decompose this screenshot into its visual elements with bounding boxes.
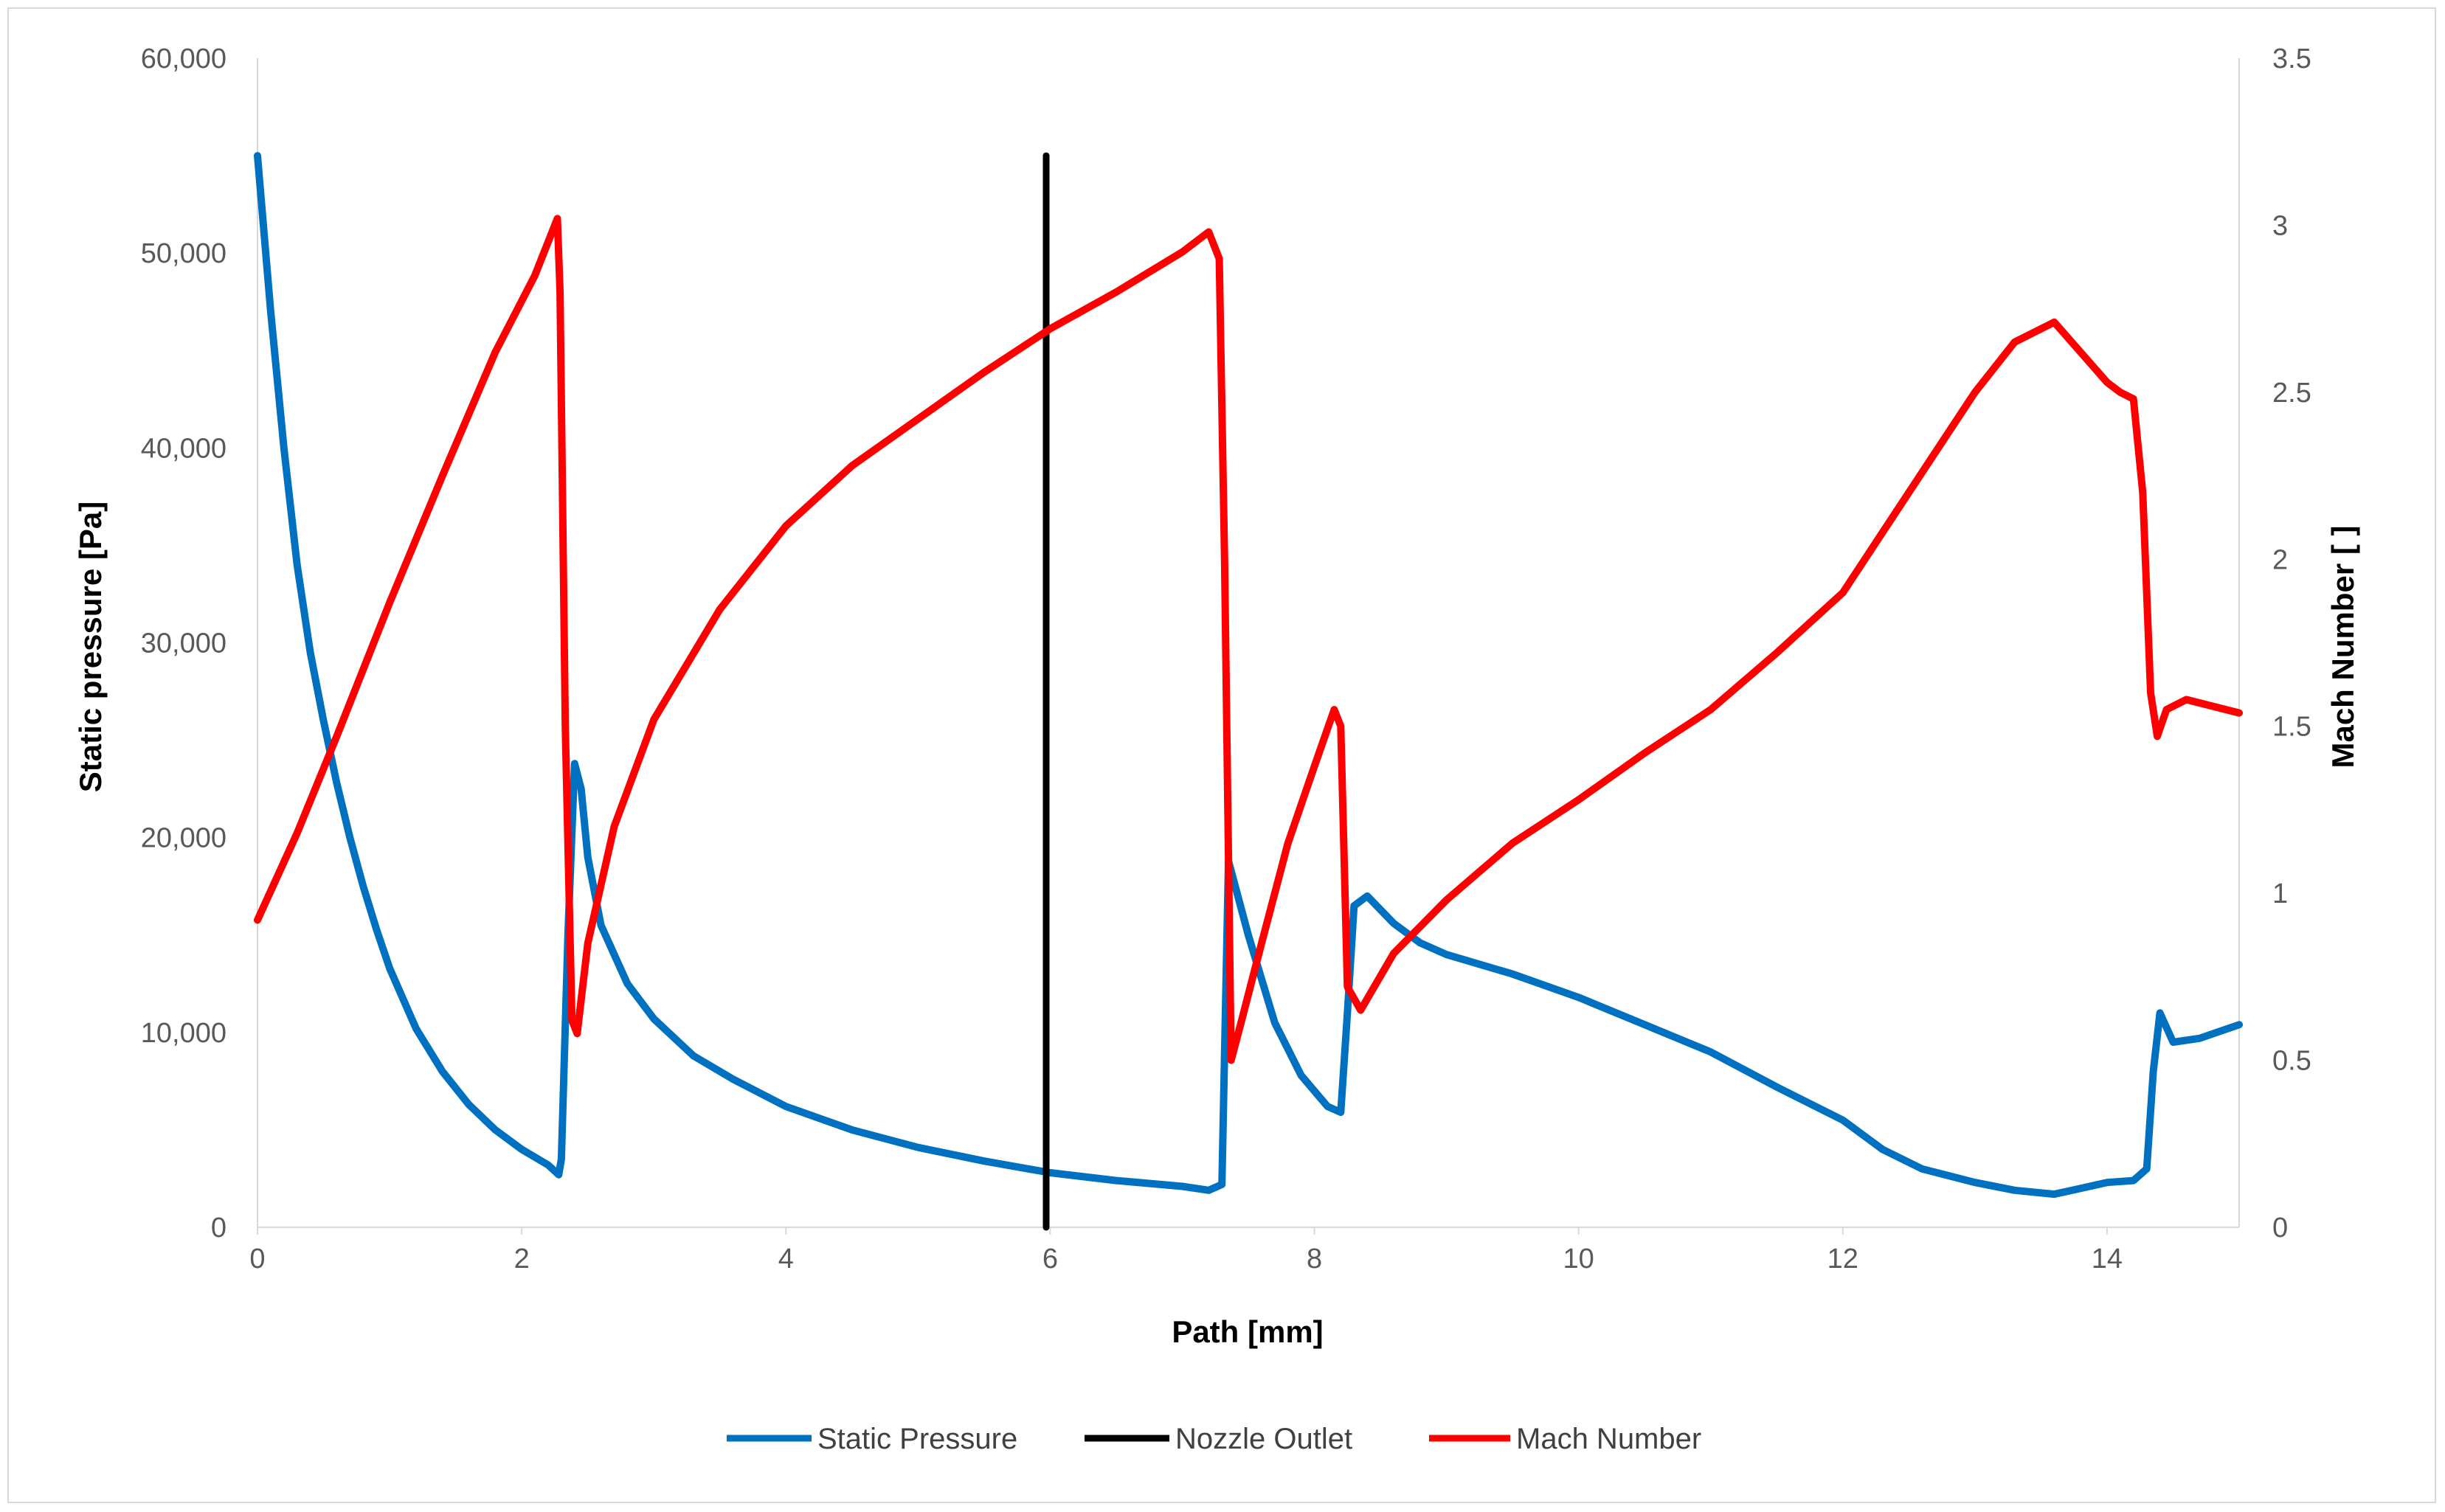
x-tick-label: 4 (778, 1244, 794, 1275)
x-tick-label: 14 (2092, 1244, 2123, 1275)
x-tick-label: 8 (1307, 1244, 1322, 1275)
y-right-tick-label: 3 (2272, 210, 2288, 241)
y-axis-right-title: Mach Number [ ] (2325, 525, 2360, 768)
y-right-tick-label: 0 (2272, 1213, 2288, 1244)
y-left-tick-label: 60,000 (141, 44, 226, 74)
x-tick-label: 12 (1827, 1244, 1858, 1275)
y-right-tick-label: 1.5 (2272, 712, 2311, 743)
y-left-tick-label: 10,000 (141, 1018, 226, 1049)
legend: Static Pressure Nozzle Outlet Mach Numbe… (727, 1423, 1701, 1455)
y-axis-left-title: Static pressure [Pa] (73, 502, 108, 793)
y-left-tick-label: 0 (211, 1213, 226, 1244)
y-right-tick-label: 2 (2272, 544, 2288, 575)
x-tick-label: 2 (514, 1244, 530, 1275)
x-axis-title: Path [mm] (1172, 1314, 1323, 1349)
x-tick-label: 10 (1563, 1244, 1594, 1275)
y-left-tick-label: 50,000 (141, 238, 226, 269)
series-static-pressure (254, 152, 2243, 1199)
y-right-tick-label: 2.5 (2272, 378, 2311, 409)
legend-label-nozzle-outlet: Nozzle Outlet (1175, 1423, 1352, 1455)
x-tick-label: 0 (249, 1244, 265, 1275)
legend-label-static-pressure: Static Pressure (817, 1423, 1017, 1455)
plot-area: 0 2 4 6 8 10 12 14010,00020,00030,00040,00050,0… (141, 44, 2311, 1275)
y-right-tick-label: 1 (2272, 878, 2288, 909)
y-left-tick-label: 20,000 (141, 823, 226, 854)
series-mach-number (254, 215, 2243, 1064)
y-left-tick-label: 30,000 (141, 628, 226, 659)
y-right-tick-label: 0.5 (2272, 1046, 2311, 1077)
y-left-tick-label: 40,000 (141, 433, 226, 464)
x-tick-label: 6 (1042, 1244, 1058, 1275)
y-right-tick-label: 3.5 (2272, 44, 2311, 74)
legend-label-mach-number: Mach Number (1516, 1423, 1701, 1455)
